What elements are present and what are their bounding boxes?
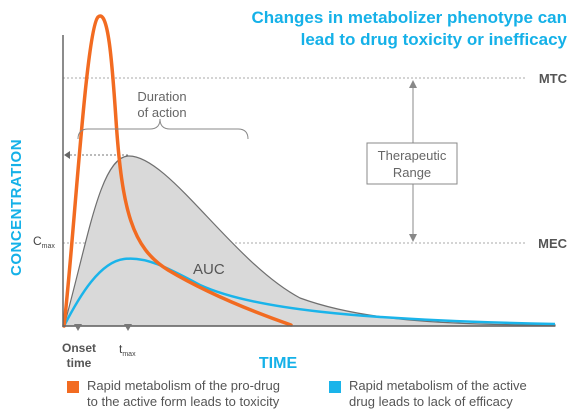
duration-label-2: of action (137, 105, 186, 120)
onset-marker (74, 324, 82, 331)
legend-efficacy-line-1: Rapid metabolism of the active (349, 378, 527, 393)
legend-text-efficacy: Rapid metabolism of the active drug lead… (349, 378, 527, 410)
auc-label: AUC (193, 261, 225, 278)
legend-item-efficacy: Rapid metabolism of the active drug lead… (329, 378, 527, 410)
tmax-main: t (119, 342, 123, 356)
tmax-marker (124, 324, 132, 331)
duration-bracket (77, 118, 249, 140)
auc-area (63, 155, 556, 327)
mtc-label: MTC (539, 71, 568, 86)
mec-label: MEC (538, 236, 568, 251)
legend-text-toxicity: Rapid metabolism of the pro-drug to the … (87, 378, 280, 410)
tmax-label: tmax (119, 342, 136, 358)
therapeutic-range-box (366, 142, 458, 185)
blue-curve (62, 257, 556, 327)
cmax-label: Cmax (33, 234, 55, 250)
cmax-axis-arrow (64, 151, 70, 159)
y-axis-label: CONCENTRATION (8, 139, 25, 276)
duration-label-1: Duration (137, 89, 186, 104)
therapeutic-label-2: Range (393, 165, 431, 180)
cmax-main: C (33, 234, 42, 248)
therapeutic-arrow-bottom (409, 234, 417, 242)
onset-label-2: time (67, 356, 92, 370)
legend-toxicity-line-2: to the active form leads to toxicity (87, 394, 280, 409)
figure-title: Changes in metabolizer phenotype can lea… (147, 7, 567, 51)
x-axis-label: TIME (259, 355, 298, 372)
tmax-sub: max (122, 351, 136, 358)
therapeutic-arrow-top (409, 80, 417, 88)
legend-swatch-blue (329, 381, 341, 393)
onset-label-1: Onset (62, 341, 96, 355)
therapeutic-label-1: Therapeutic (378, 148, 447, 163)
cmax-sub: max (42, 243, 56, 250)
legend-swatch-orange (67, 381, 79, 393)
legend-efficacy-line-2: drug leads to lack of efficacy (349, 394, 513, 409)
orange-curve (62, 14, 293, 328)
title-line-2: lead to drug toxicity or inefficacy (300, 30, 567, 49)
legend-item-toxicity: Rapid metabolism of the pro-drug to the … (67, 378, 280, 410)
legend-toxicity-line-1: Rapid metabolism of the pro-drug (87, 378, 280, 393)
title-line-1: Changes in metabolizer phenotype can (251, 8, 567, 27)
